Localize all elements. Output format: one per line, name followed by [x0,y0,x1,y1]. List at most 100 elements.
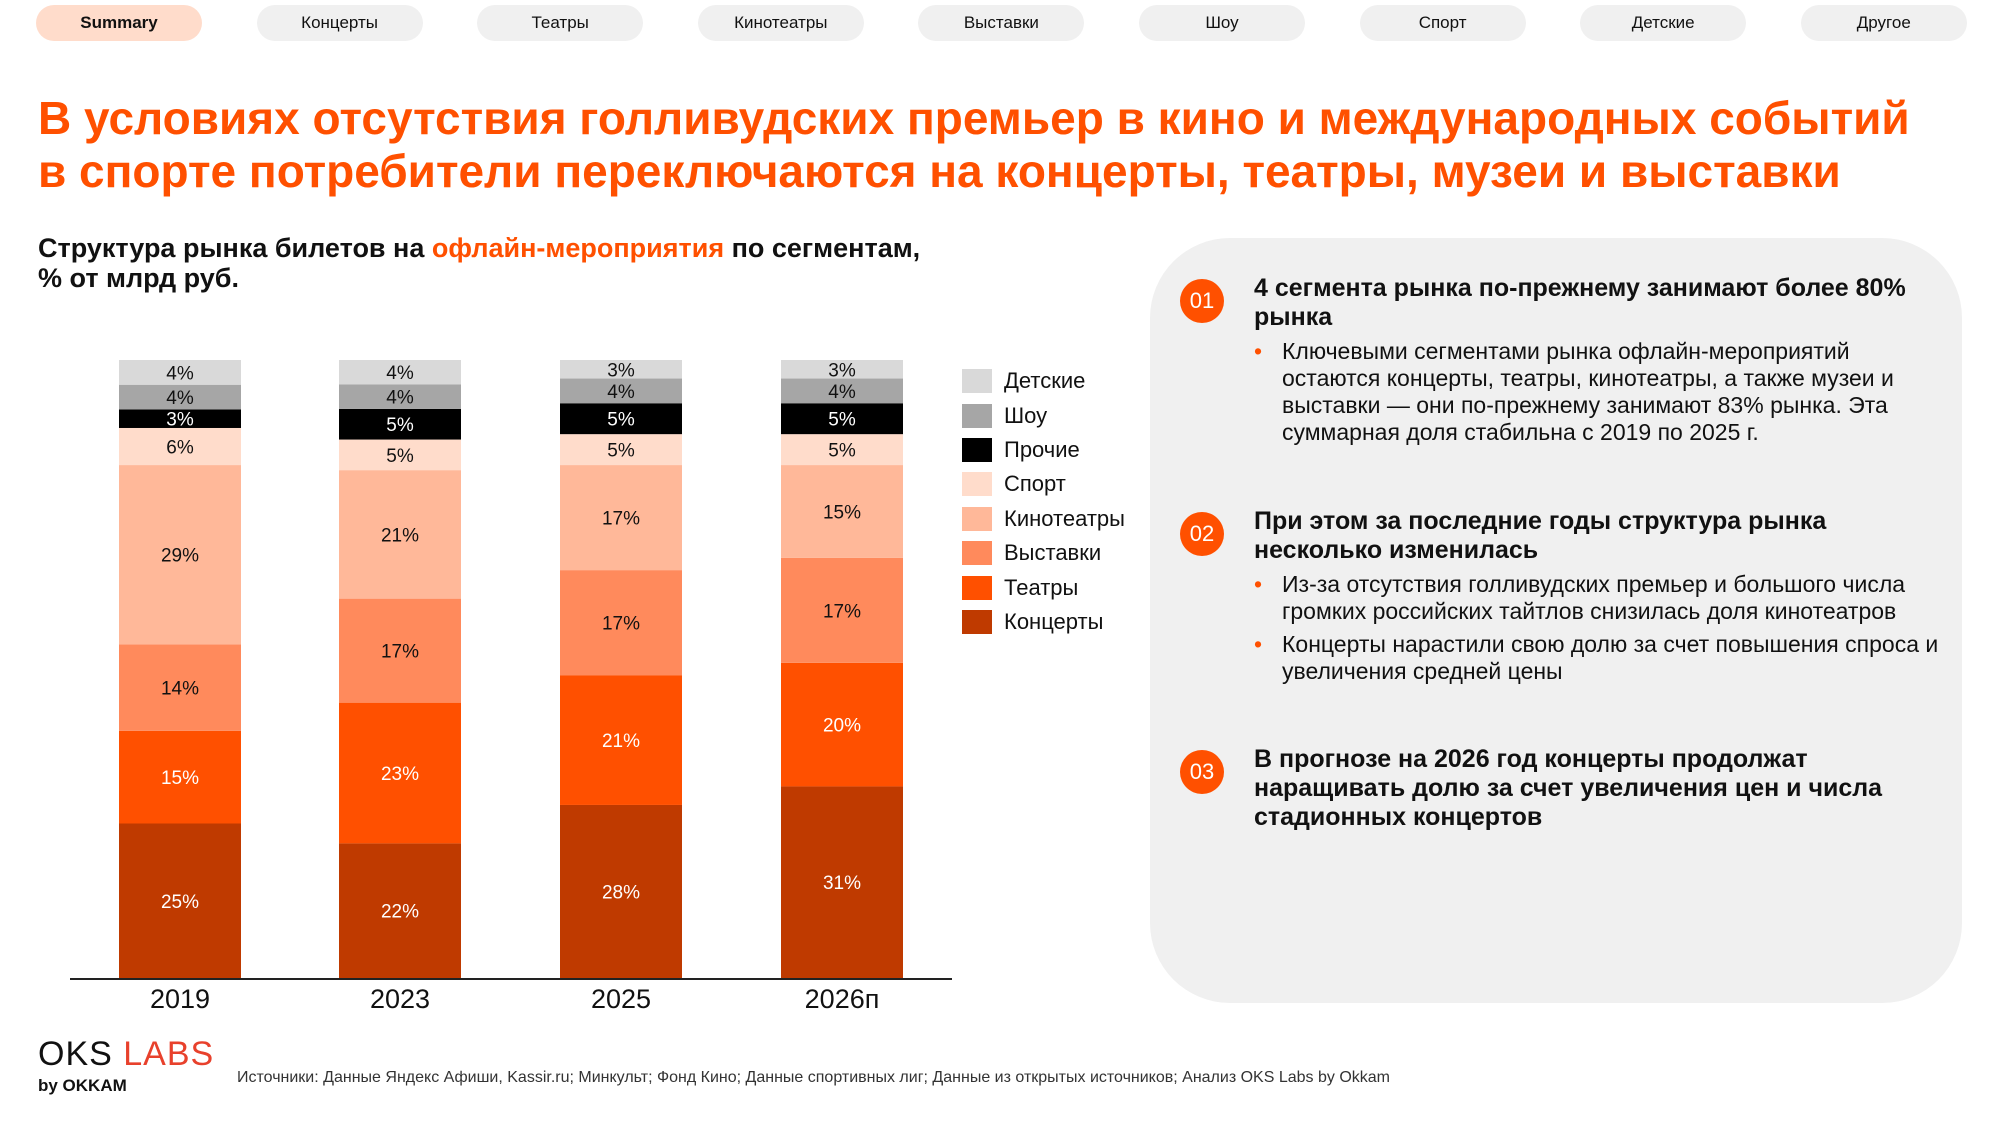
bar-segment [781,378,903,404]
data-label: 29% [161,546,199,567]
legend-item: Выставки [962,536,1125,570]
tab-4[interactable]: Выставки [918,5,1085,41]
bar-segment [781,786,903,978]
data-label: 5% [828,441,856,462]
data-label: 4% [607,382,635,403]
tab-8[interactable]: Другое [1800,5,1967,41]
data-label: 22% [381,902,419,923]
data-label: 4% [166,388,194,409]
bar-segment [339,598,461,703]
data-label: 3% [166,410,194,431]
bar-segment [339,384,461,409]
data-label: 4% [166,363,194,384]
bar-segment [781,465,903,558]
data-label: 15% [823,502,861,523]
subtitle-text: Структура рынка билетов на [38,233,432,263]
bar-segment [781,434,903,466]
title-line-1: В условиях отсутствия голливудских премь… [38,92,1910,144]
data-label: 5% [386,415,414,436]
legend-swatch [962,575,992,600]
insight-bullet: Ключевыми сегментами рынка офлайн-меропр… [1254,338,1954,446]
bar-segment [781,360,903,379]
bar-segment [119,409,241,428]
bar-segment [560,434,682,466]
tab-1[interactable]: Концерты [256,5,423,41]
legend-swatch [962,541,992,566]
bar-segment [339,439,461,471]
legend-label: Прочие [1004,436,1080,462]
page-title: В условиях отсутствия голливудских премь… [38,92,1910,198]
insight-heading: При этом за последние годы структура рын… [1254,507,1827,564]
bar-segment [339,702,461,844]
bar-segment [339,470,461,599]
bar-segment [560,804,682,978]
data-label: 28% [602,882,640,903]
legend-item: Спорт [962,467,1125,501]
data-label: 20% [823,716,861,737]
tab-0[interactable]: Summary [36,5,202,41]
x-tick-label: 2019 [150,984,210,1014]
data-label: 23% [381,764,419,785]
data-label: 17% [602,614,640,635]
logo-text: OKS [38,1035,113,1073]
data-label: 15% [161,768,199,789]
legend-label: Кинотеатры [1004,505,1125,531]
step-number-badge: 01 [1180,279,1224,323]
data-label: 4% [386,363,414,384]
bar-segment [119,427,241,466]
data-label: 5% [607,441,635,462]
bar-segment [560,675,682,805]
bar-segment [119,360,241,385]
bar-segment [781,557,903,663]
data-label: 17% [381,642,419,663]
step-number-badge: 02 [1180,512,1224,556]
legend-item: Театры [962,570,1125,604]
subtitle-highlight: офлайн-мероприятия [431,233,725,263]
legend-item: Кинотеатры [962,502,1125,536]
legend-label: Детские [1004,368,1086,394]
legend-label: Выставки [1004,540,1102,566]
legend-label: Спорт [1004,471,1066,497]
chart-legend: Детские Шоу Прочие Спорт Кинотеатры Выставки Т… [962,364,1125,639]
bar-segment [339,843,461,978]
bar-segment [119,730,241,824]
legend-swatch [962,403,992,428]
legend-item: Концерты [962,605,1125,639]
insight-block: 4 сегмента рынка по-прежнему занимают бо… [1254,274,1954,446]
insight-block: В прогнозе на 2026 год концерты продолжа… [1254,745,1954,832]
insight-bullet: Концерты нарастили свою долю за счет пов… [1254,631,1954,685]
tab-5[interactable]: Шоу [1139,5,1305,41]
data-label: 21% [381,525,419,546]
bar-segment [560,378,682,404]
tab-2[interactable]: Театры [477,5,644,41]
legend-item: Шоу [962,398,1125,432]
data-label: 25% [161,892,199,913]
legend-item: Детские [962,364,1125,398]
bar-segment [560,403,682,435]
oks-labs-logo: OKS LABS by OKKAM [38,1035,214,1096]
logo-text-accent: LABS [123,1035,215,1073]
subtitle-text-2: по сегментам, [724,233,921,263]
chart-subtitle: Структура рынка билетов на офлайн-меропр… [38,233,920,293]
legend-swatch [962,369,992,394]
bar-segment [781,662,903,787]
tab-7[interactable]: Детские [1580,5,1747,41]
insight-heading: В прогнозе на 2026 год концерты продолжа… [1254,745,1883,831]
data-label: 5% [828,410,856,431]
title-line-2: в спорте потребители переключаются на ко… [38,145,1841,197]
bar-segment [560,570,682,676]
bar-segment [781,403,903,435]
data-label: 14% [161,679,199,700]
insight-bullet: Из-за отсутствия голливудских премьер и … [1254,571,1954,625]
insight-heading: 4 сегмента рынка по-прежнему занимают бо… [1254,274,1906,331]
tab-3[interactable]: Кинотеатры [697,5,864,41]
legend-item: Прочие [962,433,1125,467]
stacked-bar-chart: 25%15%14%29%6%3%4%4%201922%23%17%21%5%5%… [70,360,952,1014]
data-label: 21% [602,731,640,752]
tab-6[interactable]: Спорт [1359,5,1526,41]
bar-segment [119,823,241,978]
data-label: 3% [607,360,635,381]
bar-segment [339,408,461,440]
legend-swatch [962,506,992,531]
data-label: 17% [602,509,640,530]
